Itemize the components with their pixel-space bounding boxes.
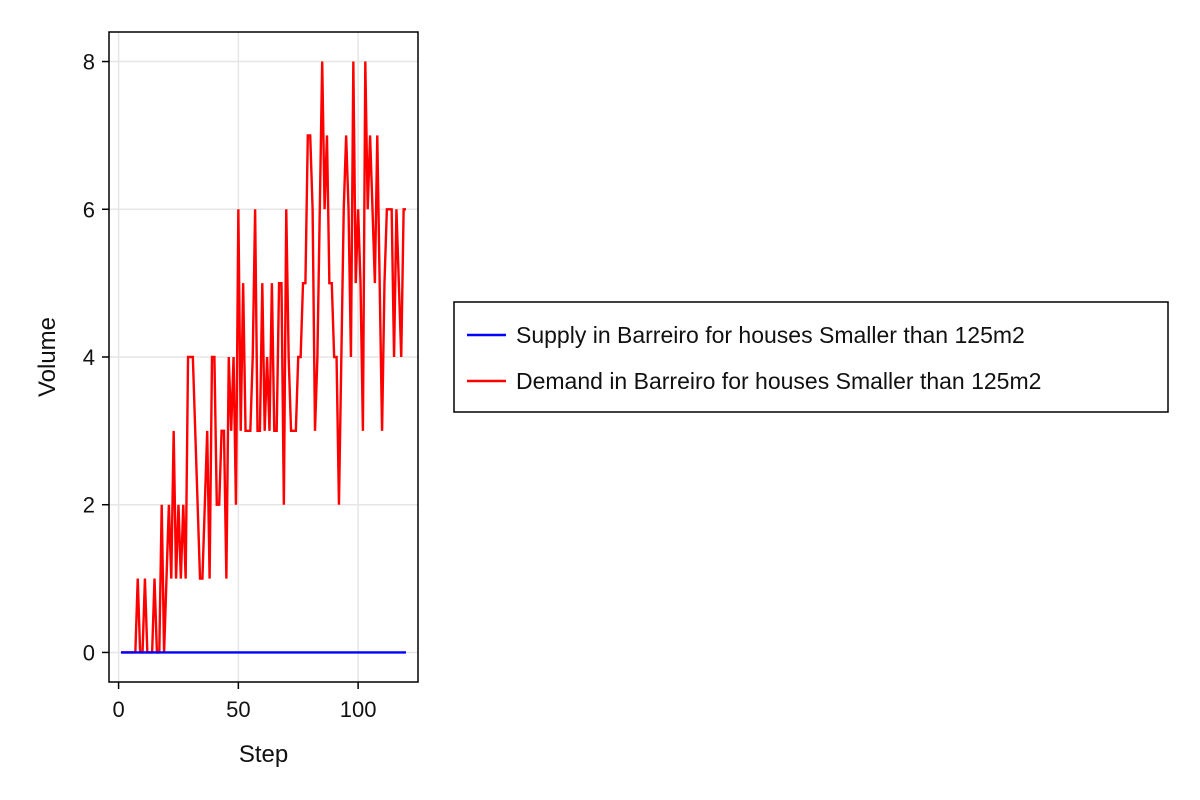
series-layer xyxy=(120,61,407,654)
y-tick-label: 4 xyxy=(83,345,95,370)
legend-label: Supply in Barreiro for houses Smaller th… xyxy=(516,322,1025,348)
y-tick-label: 8 xyxy=(83,50,95,75)
axis-ticks: 0 50 100 0 2 4 6 8 xyxy=(83,50,377,722)
y-tick-label: 2 xyxy=(83,493,95,518)
x-tick-label: 50 xyxy=(226,697,250,722)
legend-label: Demand in Barreiro for houses Smaller th… xyxy=(516,368,1041,394)
y-tick-label: 6 xyxy=(83,197,95,222)
y-tick-label: 0 xyxy=(83,640,95,665)
legend-entry: Supply in Barreiro for houses Smaller th… xyxy=(467,322,1025,348)
x-tick-label: 100 xyxy=(340,697,377,722)
legend-entry: Demand in Barreiro for houses Smaller th… xyxy=(467,368,1041,394)
x-axis-label: Step xyxy=(239,741,288,768)
x-tick-label: 0 xyxy=(112,697,124,722)
legend: Supply in Barreiro for houses Smaller th… xyxy=(453,301,1169,413)
y-axis-label: Volume xyxy=(34,317,61,397)
legend-frame xyxy=(453,301,1169,413)
series-line-demand xyxy=(120,61,407,654)
